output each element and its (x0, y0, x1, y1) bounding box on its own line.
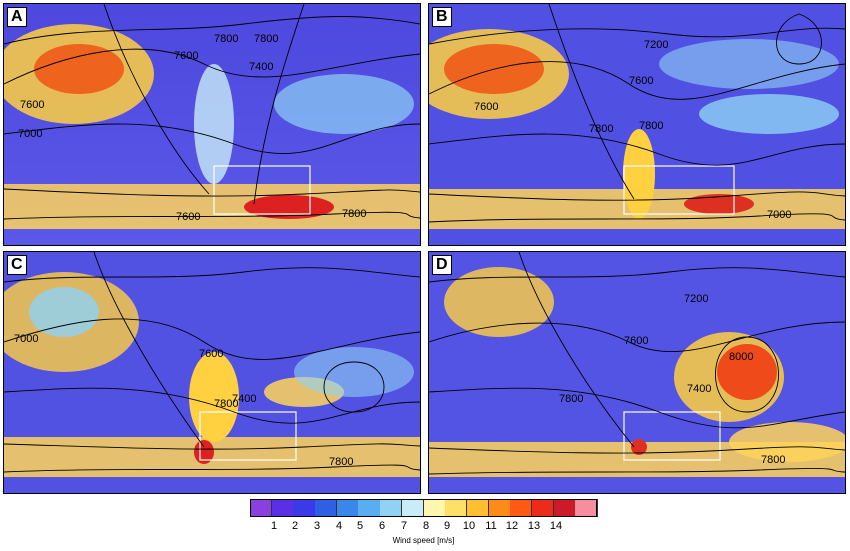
colorbar-cell (488, 499, 511, 517)
contour-label: 7800 (329, 456, 353, 468)
contour-label: 7000 (18, 128, 42, 140)
map-panel-b: 7200 7600 7600 7800 7800 7000 B (428, 3, 846, 246)
wind-map-a: 7600 7800 7400 7000 7800 7600 7800 7600 (4, 4, 420, 245)
colorbar-cell (553, 499, 576, 517)
contour-label: 7800 (589, 123, 613, 135)
panel-label: B (432, 7, 452, 27)
colorbar-tick: 12 (505, 520, 519, 532)
map-panel-d: 7200 7600 7800 7400 8000 7800 D (428, 251, 846, 494)
colorbar-cell (531, 499, 555, 517)
colorbar-cell (466, 499, 490, 517)
map-panel-a: 7600 7800 7400 7000 7800 7600 7800 7600 … (3, 3, 421, 246)
contour-label: 7400 (687, 383, 711, 395)
colorbar-cell (315, 499, 338, 517)
colorbar-tick: 2 (291, 520, 299, 532)
colorbar-cell (401, 499, 424, 517)
colorbar-tick: 14 (549, 520, 563, 532)
contour-label: 7800 (214, 398, 238, 410)
colorbar-tick: 8 (422, 520, 430, 532)
colorbar-frame (250, 499, 597, 517)
colorbar-cell (250, 499, 273, 517)
contour-label: 7800 (639, 120, 663, 132)
contour-label: 7600 (629, 75, 653, 87)
contour-label: 7800 (214, 33, 238, 45)
colorbar-tick: 13 (527, 520, 541, 532)
colorbar-tick: 4 (335, 520, 343, 532)
colorbar-tick: 6 (378, 520, 386, 532)
contour-label: 7800 (761, 454, 785, 466)
colorbar-cell (510, 499, 533, 517)
contour-label: 7200 (644, 39, 668, 51)
colorbar-tick: 10 (462, 520, 476, 532)
contour-label: 7800 (559, 393, 583, 405)
colorbar-cell (358, 499, 381, 517)
colorbar-cell (423, 499, 446, 517)
colorbar (250, 499, 598, 517)
contour-label: 7000 (767, 209, 791, 221)
colorbar-title: Wind speed [m/s] (392, 536, 455, 545)
contour-label: 8000 (729, 351, 753, 363)
colorbar-cell (336, 499, 359, 517)
contour-label: 7400 (232, 393, 256, 405)
colorbar-tick: 7 (400, 520, 408, 532)
colorbar-tick: 5 (356, 520, 364, 532)
colorbar-tick: 11 (485, 520, 497, 532)
colorbar-tick: 3 (313, 520, 321, 532)
contour-label: 7600 (176, 211, 200, 223)
colorbar-cell (293, 499, 316, 517)
colorbar-cell (271, 499, 294, 517)
panel-label: C (7, 255, 27, 275)
wind-map-c: 7000 7600 7800 7400 7800 (4, 252, 420, 493)
panel-label: A (7, 7, 27, 27)
contour-label: 7600 (624, 335, 648, 347)
contour-label: 7600 (20, 99, 44, 111)
contour-label: 7800 (342, 208, 366, 220)
colorbar-tick: 1 (270, 520, 278, 532)
colorbar-cell (445, 499, 468, 517)
map-panel-c: 7000 7600 7800 7400 7800 C (3, 251, 421, 494)
contour-label: 7000 (14, 333, 38, 345)
wind-map-d: 7200 7600 7800 7400 8000 7800 (429, 252, 845, 493)
panel-label: D (432, 255, 452, 275)
contour-label: 7400 (249, 61, 273, 73)
colorbar-tick: 9 (443, 520, 451, 532)
contour-label: 7800 (254, 33, 278, 45)
contour-label: 7200 (684, 293, 708, 305)
wind-map-b: 7200 7600 7600 7800 7800 7000 (429, 4, 845, 245)
colorbar-cell (380, 499, 403, 517)
contour-label: 7600 (474, 101, 498, 113)
contour-label: 7600 (174, 50, 198, 62)
contour-label: 7600 (199, 348, 223, 360)
